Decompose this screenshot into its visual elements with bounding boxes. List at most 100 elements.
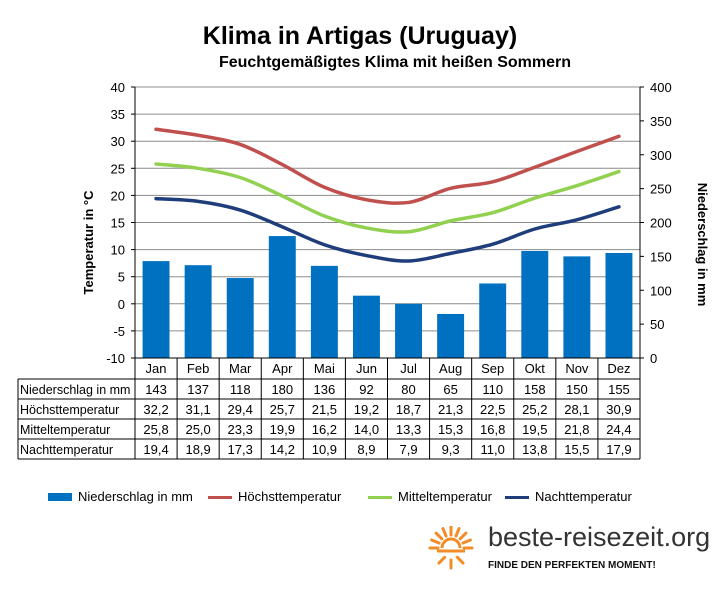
table-cell: 19,2 (354, 402, 379, 417)
sun-ray (455, 555, 465, 565)
temperature-lines (154, 127, 621, 263)
precipitation-bar (352, 295, 380, 358)
y-left-tick-label: 35 (111, 107, 125, 122)
table-cell: 10,9 (312, 442, 337, 457)
table-cell: 32,2 (143, 402, 168, 417)
table-cell: 25,2 (522, 402, 547, 417)
table-cell: 31,1 (185, 402, 210, 417)
table-cell: 80 (401, 382, 415, 397)
table-cell: 25,0 (185, 422, 210, 437)
brand-tagline: FINDE DEN PERFEKTEN MOMENT! (488, 560, 656, 571)
chart-legend: Niederschlag in mm Höchsttemperatur Mittel… (0, 488, 720, 506)
temperature-line (154, 127, 621, 205)
table-cell: 13,8 (522, 442, 547, 457)
sun-ray (454, 527, 461, 538)
table-cell: 7,9 (400, 442, 418, 457)
y-left-tick-label: 40 (111, 80, 125, 95)
table-cell: 9,3 (442, 442, 460, 457)
table-row-label: Niederschlag in mm (20, 383, 130, 397)
table-cell: 158 (524, 382, 546, 397)
y-left-tick-label: -10 (106, 351, 125, 366)
y-right-tick-label: 150 (650, 249, 672, 264)
table-cell: 19,4 (143, 442, 168, 457)
y-right-tick-label: 300 (650, 148, 672, 163)
table-cell: 13,3 (396, 422, 421, 437)
precipitation-bar (310, 265, 338, 358)
table-cell: 21,8 (564, 422, 589, 437)
legend-label: Mitteltemperatur (398, 489, 492, 504)
temperature-line (154, 196, 621, 263)
table-cell: 28,1 (564, 402, 589, 417)
table-month-header: Sep (481, 361, 504, 376)
y-left-tick-label: 20 (111, 188, 125, 203)
table-cell: 14,2 (270, 442, 295, 457)
temperature-line (154, 162, 621, 234)
y-right-tick-label: 350 (650, 114, 672, 129)
table-cell: 25,8 (143, 422, 168, 437)
y-right-axis-label: Niederschlag in mm (695, 183, 710, 307)
table-cell: 21,5 (312, 402, 337, 417)
table-cell: 29,4 (228, 402, 253, 417)
sun-ray (430, 538, 441, 545)
table-cell: 15,5 (564, 442, 589, 457)
precipitation-bar (521, 250, 549, 358)
data-table: Jan Feb Mar Apr Mai Jun Jul Aug Sep Okt Nov Dez Nied… (17, 357, 641, 460)
precipitation-bar (605, 252, 633, 358)
chart-subtitle: Feuchtgemäßigtes Klima mit heißen Sommer… (218, 54, 572, 71)
legend-label: Höchsttemperatur (238, 489, 342, 504)
brand-logo: beste-reisezeit.org FINDE DEN PERFEKTEN … (428, 522, 718, 582)
y-right-tick-label: 250 (650, 182, 672, 197)
y-left-tick-label: 25 (111, 161, 125, 176)
sun-disc (440, 537, 462, 549)
table-cell: 16,8 (480, 422, 505, 437)
table-month-header: Apr (272, 361, 293, 376)
brand-name: beste-reisezeit.org (488, 522, 711, 552)
table-cell: 18,7 (396, 402, 421, 417)
table-cell: 92 (359, 382, 373, 397)
table-cell: 65 (443, 382, 457, 397)
sun-ray (441, 527, 448, 538)
table-month-header: Jun (356, 361, 377, 376)
table-cell: 14,0 (354, 422, 379, 437)
y-right-tick-label: 200 (650, 216, 672, 231)
precipitation-bar (142, 261, 170, 358)
precipitation-bar (268, 236, 296, 358)
y-left-tick-label: 10 (111, 243, 125, 258)
table-cell: 17,9 (606, 442, 631, 457)
sun-ray (437, 555, 447, 565)
legend-swatch (48, 493, 72, 501)
legend-label: Nachttemperatur (535, 489, 632, 504)
table-cell: 19,5 (522, 422, 547, 437)
table-month-header: Nov (565, 361, 589, 376)
y-left-tick-label: 5 (118, 270, 125, 285)
sun-icon (428, 526, 474, 570)
y-right-tick-label: 100 (650, 283, 672, 298)
precipitation-bar (395, 303, 423, 358)
table-cell: 17,3 (228, 442, 253, 457)
precipitation-bar (479, 283, 507, 358)
legend-label: Niederschlag in mm (78, 489, 193, 504)
table-cell: 25,7 (270, 402, 295, 417)
y-left-axis-label: Temperatur in °C (81, 190, 96, 295)
y-left-tick-label: 15 (111, 216, 125, 231)
y-left-tick-label: 30 (111, 134, 125, 149)
sun-ray (458, 531, 468, 541)
y-right-tick-label: 0 (650, 351, 657, 366)
table-month-header: Mai (314, 361, 335, 376)
precipitation-bar (563, 256, 591, 358)
chart-title: Klima in Artigas (Uruguay) (202, 22, 518, 50)
precipitation-bar (226, 278, 254, 358)
legend-swatch (208, 496, 232, 499)
table-month-header: Mar (229, 361, 252, 376)
legend-swatch (505, 496, 529, 499)
table-cell: 118 (230, 382, 251, 397)
table-cell: 110 (482, 382, 503, 397)
table-cell: 30,9 (606, 402, 631, 417)
table-month-header: Okt (525, 361, 546, 376)
table-cell: 15,3 (438, 422, 463, 437)
table-cell: 150 (566, 382, 588, 397)
y-right-tick-label: 400 (650, 80, 672, 95)
table-month-header: Jul (400, 361, 417, 376)
table-cell: 136 (314, 382, 336, 397)
table-cell: 18,9 (185, 442, 210, 457)
